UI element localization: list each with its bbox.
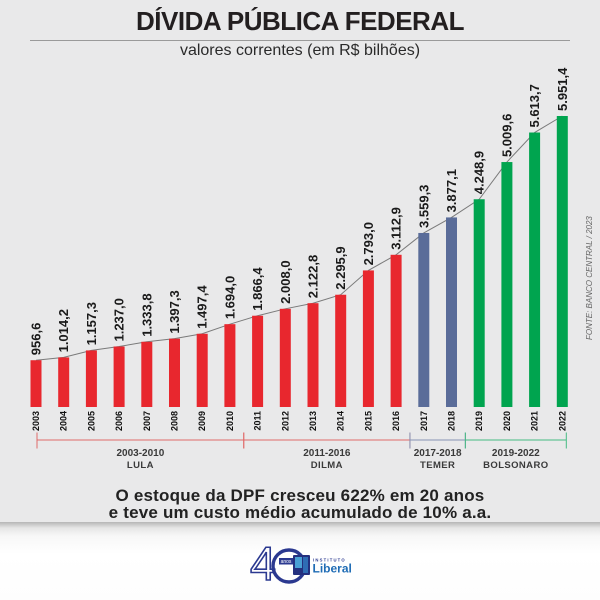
summary-line-1: O estoque da DPF cresceu 622% em 20 anos: [115, 486, 485, 505]
era-name-bolsonaro: BOLSONARO: [483, 460, 548, 471]
summary-line-2: e teve um custo médio acumulado de 10% a…: [108, 503, 492, 522]
year-label-2019: 2019: [474, 411, 484, 431]
year-label-2004: 2004: [59, 411, 69, 431]
value-label-2006: 1.237,0: [112, 298, 127, 341]
chart-svg: 956,6 2003 1.014,2 2004 1.157,3 2005 1.237,0 20…: [29, 67, 595, 471]
logo-institution-name: Liberal: [313, 562, 352, 576]
bar-2010: [224, 324, 236, 407]
year-label-2011: 2011: [253, 411, 263, 431]
value-label-2005: 1.157,3: [84, 302, 99, 345]
bar-2009: [196, 333, 208, 407]
bar-2020: [501, 162, 513, 407]
logo-institution-label: INSTITUTO: [313, 558, 346, 563]
instituto-liberal-mark-accent2: [303, 557, 308, 573]
year-label-2003: 2003: [31, 411, 41, 431]
value-label-2012: 2.008,0: [278, 260, 293, 303]
chart-subtitle: valores correntes (em R$ bilhões): [179, 42, 421, 59]
chart-panel: DÍVIDA PÚBLICA FEDERAL valores correntes…: [0, 0, 600, 522]
value-label-2010: 1.694,0: [222, 276, 237, 319]
bar-2012: [279, 308, 291, 407]
bar-2006: [113, 346, 125, 407]
instituto-liberal-mark-accent: [295, 557, 302, 568]
value-label-2017: 3.559,3: [416, 185, 431, 228]
value-label-2004: 1.014,2: [56, 309, 71, 352]
era-name-temer: TEMER: [420, 460, 455, 471]
value-label-2020: 5.009,6: [499, 114, 514, 157]
era-name-dilma: DILMA: [311, 460, 343, 471]
value-label-2009: 1.497,4: [195, 285, 210, 329]
era-name-lula: LULA: [127, 460, 154, 471]
bar-2022: [556, 116, 568, 407]
year-label-2013: 2013: [308, 411, 318, 431]
era-years-lula: 2003-2010: [116, 448, 164, 459]
summary-text: O estoque da DPF cresceu 622% em 20 anos…: [0, 480, 600, 521]
year-label-2012: 2012: [280, 411, 290, 431]
value-label-2019: 4.248,9: [472, 151, 487, 194]
bar-2015: [362, 270, 374, 407]
logo-anos-box: [279, 558, 293, 565]
year-label-2010: 2010: [225, 411, 235, 431]
bar-2004: [58, 357, 70, 407]
era-years-bolsonaro: 2019-2022: [492, 448, 540, 459]
value-label-2003: 956,6: [29, 323, 44, 356]
bar-2013: [307, 303, 319, 407]
year-label-2009: 2009: [197, 411, 207, 431]
year-label-2005: 2005: [86, 411, 96, 431]
year-label-2007: 2007: [142, 411, 152, 431]
year-label-2017: 2017: [419, 411, 429, 431]
year-label-2006: 2006: [114, 411, 124, 431]
source-note: FONTE: BANCO CENTRAL / 2023: [585, 216, 594, 340]
title-divider: [30, 40, 570, 41]
bar-2021: [529, 132, 541, 407]
bar-2014: [335, 294, 347, 407]
bar-2018: [446, 217, 457, 407]
year-label-2015: 2015: [363, 411, 373, 431]
bar-2003: [30, 360, 42, 407]
year-label-2008: 2008: [170, 411, 180, 431]
value-label-2022: 5.951,4: [555, 67, 570, 111]
bar-2016: [390, 254, 402, 407]
bar-2008: [169, 338, 180, 407]
value-label-2011: 1.866,4: [250, 267, 265, 311]
value-label-2021: 5.613,7: [527, 84, 542, 127]
logo-anos-label: anos: [281, 559, 292, 565]
bar-2019: [473, 199, 485, 407]
value-label-2016: 3.112,9: [389, 207, 404, 250]
bar-2017: [418, 232, 430, 407]
anniversary-logo: 4 anos INSTITUTO Liberal: [249, 543, 352, 591]
bar-2011: [252, 315, 264, 407]
value-label-2013: 2.122,8: [306, 255, 321, 298]
era-years-dilma: 2011-2016: [303, 448, 351, 459]
bar-2007: [141, 341, 153, 407]
year-label-2014: 2014: [336, 411, 346, 431]
year-label-2016: 2016: [391, 411, 401, 431]
value-label-2018: 3.877,1: [444, 169, 459, 212]
value-label-2007: 1.333,8: [139, 293, 154, 336]
page-title: DÍVIDA PÚBLICA FEDERAL: [136, 6, 464, 36]
year-label-2018: 2018: [447, 411, 457, 431]
footer: 4 anos INSTITUTO Liberal: [0, 522, 600, 600]
bar-2005: [85, 350, 97, 407]
value-label-2014: 2.295,9: [333, 246, 348, 289]
value-label-2015: 2.793,0: [361, 222, 376, 265]
year-label-2020: 2020: [502, 411, 512, 431]
value-label-2008: 1.397,3: [167, 290, 182, 333]
year-label-2022: 2022: [557, 411, 567, 431]
era-years-temer: 2017-2018: [414, 448, 462, 459]
year-label-2021: 2021: [530, 411, 540, 431]
